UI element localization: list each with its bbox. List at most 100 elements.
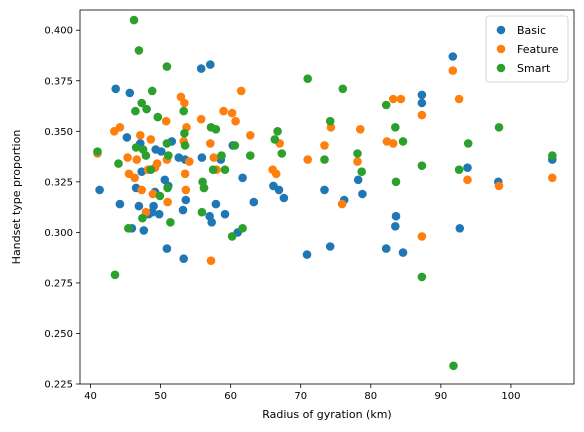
x-axis-title: Radius of gyration (km) (262, 408, 391, 421)
data-point (135, 46, 144, 55)
data-point (142, 105, 151, 114)
data-point (93, 147, 102, 156)
data-point (548, 174, 557, 183)
x-tick-label: 50 (154, 391, 167, 402)
data-point (124, 224, 133, 233)
data-point (392, 212, 401, 221)
data-point (320, 186, 329, 195)
data-point (197, 64, 206, 73)
data-point (209, 165, 218, 174)
data-point (126, 89, 135, 98)
data-point (148, 87, 157, 96)
data-point (228, 232, 237, 241)
data-point (246, 131, 255, 140)
data-point (123, 153, 132, 162)
data-point (180, 129, 189, 138)
legend-marker (497, 64, 506, 73)
data-point (418, 91, 427, 100)
data-point (228, 109, 237, 118)
data-point (238, 224, 247, 233)
x-tick-label: 90 (434, 391, 447, 402)
data-point (391, 123, 400, 132)
data-point (212, 200, 221, 209)
data-point (221, 210, 230, 219)
data-point (221, 165, 230, 174)
data-point (138, 214, 147, 223)
data-point (133, 155, 142, 164)
data-point (198, 208, 207, 217)
data-point (389, 139, 398, 148)
data-point (198, 153, 207, 162)
data-point (142, 151, 151, 160)
x-tick-label: 60 (224, 391, 237, 402)
y-tick-label: 0.325 (44, 177, 73, 188)
data-point (95, 186, 104, 195)
x-tick-label: 70 (294, 391, 307, 402)
data-point (185, 157, 194, 166)
data-point (389, 95, 398, 104)
data-point (207, 256, 216, 265)
data-point (399, 248, 408, 257)
data-point (114, 159, 123, 168)
data-point (358, 190, 367, 199)
data-point (418, 232, 427, 241)
x-tick-label: 40 (84, 391, 97, 402)
data-point (136, 131, 145, 140)
data-point (206, 60, 215, 69)
y-tick-label: 0.350 (44, 127, 73, 138)
data-point (418, 111, 427, 120)
data-point (163, 139, 172, 148)
data-point (237, 87, 246, 96)
data-point (456, 224, 465, 233)
data-point (180, 99, 189, 108)
data-point (353, 157, 362, 166)
y-tick-label: 0.250 (44, 329, 73, 340)
data-point (495, 182, 504, 191)
data-point (131, 107, 140, 116)
data-point (212, 125, 221, 134)
data-point (163, 62, 172, 71)
y-tick-label: 0.375 (44, 76, 73, 87)
data-point (166, 218, 175, 227)
data-point (463, 176, 472, 185)
data-point (382, 101, 391, 110)
data-point (135, 202, 144, 211)
legend: Basic Feature Smart (486, 16, 568, 82)
data-point (418, 161, 427, 170)
data-point (339, 85, 348, 94)
data-point (130, 16, 139, 25)
x-tick-label: 80 (364, 391, 377, 402)
data-point (463, 163, 472, 172)
data-point (123, 133, 132, 142)
y-tick-label: 0.275 (44, 278, 73, 289)
data-point (111, 85, 120, 94)
data-point (200, 184, 209, 193)
data-point (250, 198, 259, 207)
data-point (338, 200, 347, 209)
data-point (217, 151, 226, 160)
data-point (449, 66, 458, 75)
data-point (455, 165, 464, 174)
data-point (397, 95, 406, 104)
data-point (271, 135, 280, 144)
data-point (303, 74, 312, 83)
data-point (238, 174, 247, 183)
data-point (354, 176, 363, 185)
data-point (130, 174, 139, 183)
data-point (391, 222, 400, 231)
data-point (275, 186, 284, 195)
data-point (163, 184, 172, 193)
data-point (163, 198, 172, 207)
data-point (303, 155, 312, 164)
data-point (231, 117, 240, 126)
data-point (154, 113, 163, 122)
y-tick-label: 0.400 (44, 26, 73, 37)
data-point (116, 123, 125, 132)
data-point (116, 200, 125, 209)
legend-marker (497, 45, 506, 54)
legend-label: Feature (517, 43, 559, 56)
data-point (153, 159, 162, 168)
data-point (179, 254, 188, 263)
legend-label: Smart (517, 62, 551, 75)
data-point (326, 242, 335, 251)
